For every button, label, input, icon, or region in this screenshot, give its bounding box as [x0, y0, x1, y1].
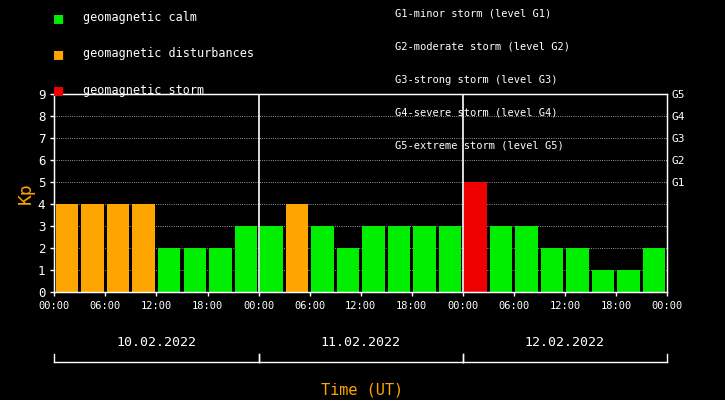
Bar: [209, 248, 231, 292]
Bar: [336, 248, 359, 292]
Text: 11.02.2022: 11.02.2022: [320, 336, 401, 348]
Bar: [56, 204, 78, 292]
Bar: [464, 182, 486, 292]
Text: G1-minor storm (level G1): G1-minor storm (level G1): [395, 9, 552, 19]
Bar: [286, 204, 308, 292]
Text: G4-severe storm (level G4): G4-severe storm (level G4): [395, 108, 558, 118]
Bar: [541, 248, 563, 292]
Bar: [81, 204, 104, 292]
Text: G5-extreme storm (level G5): G5-extreme storm (level G5): [395, 140, 564, 150]
Bar: [235, 226, 257, 292]
Text: geomagnetic calm: geomagnetic calm: [83, 12, 197, 24]
Text: G3-strong storm (level G3): G3-strong storm (level G3): [395, 74, 558, 85]
Bar: [158, 248, 181, 292]
Bar: [107, 204, 130, 292]
Bar: [618, 270, 640, 292]
Text: G2-moderate storm (level G2): G2-moderate storm (level G2): [395, 42, 570, 52]
Text: 10.02.2022: 10.02.2022: [117, 336, 196, 348]
Bar: [413, 226, 436, 292]
Bar: [362, 226, 385, 292]
Bar: [183, 248, 206, 292]
Text: geomagnetic storm: geomagnetic storm: [83, 84, 204, 96]
Bar: [643, 248, 666, 292]
Text: ■: ■: [54, 82, 64, 98]
Bar: [311, 226, 334, 292]
Bar: [388, 226, 410, 292]
Bar: [260, 226, 283, 292]
Bar: [439, 226, 461, 292]
Text: ■: ■: [54, 46, 64, 62]
Bar: [566, 248, 589, 292]
Text: geomagnetic disturbances: geomagnetic disturbances: [83, 48, 254, 60]
Bar: [133, 204, 155, 292]
Text: Time (UT): Time (UT): [321, 382, 404, 398]
Text: ■: ■: [54, 10, 64, 26]
Bar: [592, 270, 614, 292]
Bar: [490, 226, 513, 292]
Text: 12.02.2022: 12.02.2022: [525, 336, 605, 348]
Y-axis label: Kp: Kp: [17, 182, 35, 204]
Bar: [515, 226, 538, 292]
